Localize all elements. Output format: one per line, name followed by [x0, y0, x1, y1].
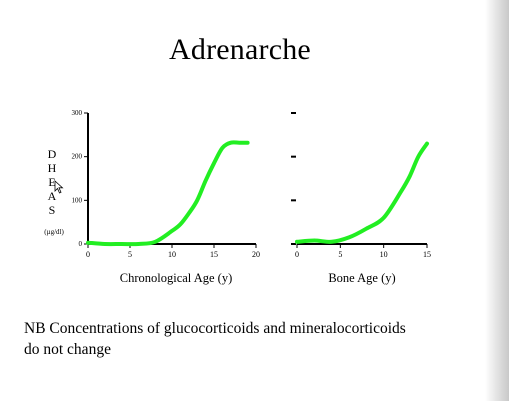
window-edge-shadow [485, 0, 509, 401]
footnote: NB Concentrations of glucocorticoids and… [24, 318, 504, 360]
dheas-line-series [86, 140, 250, 247]
x-tick-label: 15 [423, 250, 431, 259]
x-tick-label: 10 [380, 250, 388, 259]
x-axis-label: Bone Age (y) [328, 271, 395, 285]
y-tick-label: 200 [72, 153, 83, 161]
y-tick-label: 100 [72, 196, 83, 204]
y-tick-label: 0 [79, 240, 83, 248]
x-tick-label: 20 [252, 250, 260, 259]
mouse-cursor-icon [54, 180, 64, 194]
footnote-line-2: do not change [24, 341, 111, 358]
y-tick-label: 300 [72, 109, 83, 117]
x-axis-label: Chronological Age (y) [120, 271, 232, 285]
y-axis-unit: (µg/dl) [44, 228, 64, 236]
y-axis-label-letter: S [49, 203, 56, 217]
x-tick-label: 15 [210, 250, 218, 259]
y-axis-label-letter: H [48, 161, 57, 175]
bone-age-chart: 0 5 10 15 Bone Age (y) [291, 112, 431, 285]
x-tick-label: 0 [295, 250, 299, 259]
dheas-bone-age-line-series [295, 141, 429, 244]
x-tick-label: 5 [338, 250, 342, 259]
y-axis-label-letter: A [48, 189, 57, 203]
x-tick-label: 5 [128, 250, 132, 259]
y-axis-label-letter: E [48, 175, 55, 189]
x-tick-label: 10 [168, 250, 176, 259]
footnote-line-1: NB Concentrations of glucocorticoids and… [24, 320, 406, 337]
x-tick-label: 0 [86, 250, 90, 259]
y-axis-label-letter: D [48, 147, 57, 161]
slide-title: Adrenarche [169, 33, 311, 66]
